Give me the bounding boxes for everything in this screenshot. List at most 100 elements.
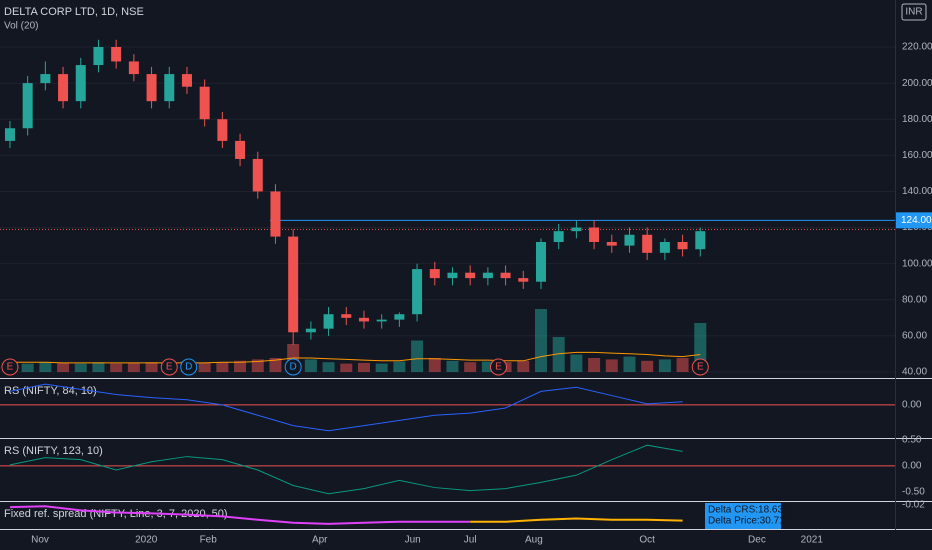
candle-body [535, 242, 546, 282]
volume-bar [676, 358, 689, 372]
x-tick-label: Feb [200, 535, 218, 546]
y-tick-label: 100.00 [902, 258, 932, 269]
y-tick-label: 0.00 [902, 461, 922, 472]
volume-bar [216, 362, 229, 372]
candle-body [659, 242, 670, 253]
event-marker [691, 358, 709, 376]
volume-bar [74, 363, 87, 372]
event-marker [1, 358, 19, 376]
pane-title: RS (NIFTY, 84, 10) [4, 385, 97, 397]
candle-body [341, 314, 352, 318]
y-tick-label: -0.02 [902, 500, 925, 511]
candle-body [589, 227, 600, 242]
notes-box [705, 503, 781, 529]
volume-bar [251, 359, 264, 372]
y-tick-label: -0.50 [902, 486, 925, 497]
level-box [896, 212, 932, 229]
volume-bar [57, 362, 70, 372]
volume-bar [357, 362, 370, 372]
y-tick-label: 80.00 [902, 294, 927, 305]
candle-body [93, 47, 104, 66]
volume-bar [428, 358, 441, 372]
event-marker [160, 358, 178, 376]
volume-bar [393, 361, 406, 372]
candle-body [4, 128, 15, 141]
candle-body [58, 74, 69, 102]
candle-body [40, 74, 51, 84]
y-tick-label: 0.00 [902, 400, 922, 411]
series-line [9, 505, 471, 525]
candle-body [181, 74, 192, 87]
event-label: E [7, 362, 14, 373]
volume-bar [92, 362, 105, 372]
candle-body [482, 272, 493, 279]
event-label: E [495, 362, 502, 373]
x-tick-label: Apr [312, 535, 328, 546]
volume-bar [446, 360, 459, 372]
candle-body [22, 83, 33, 129]
candle-body [571, 227, 582, 232]
x-tick-label: 2021 [801, 535, 824, 546]
series-line [470, 517, 683, 523]
candle-body [358, 317, 369, 322]
volume-bar [658, 359, 671, 372]
volume-bar [110, 363, 123, 372]
series-line [9, 444, 683, 495]
candle-body [146, 74, 157, 102]
currency-box [901, 3, 927, 21]
candle-body [305, 328, 316, 333]
candle-body [217, 119, 228, 141]
candle-body [394, 314, 405, 320]
volume-bar [517, 360, 530, 372]
event-label: E [166, 362, 173, 373]
volume-bar [127, 362, 140, 372]
candle-body [252, 158, 263, 192]
x-tick-label: Oct [639, 535, 655, 546]
x-tick-label: Jul [464, 535, 477, 546]
candle-body [553, 231, 564, 242]
x-tick-label: Dec [748, 535, 766, 546]
x-tick-label: Nov [31, 535, 49, 546]
candle-body [624, 234, 635, 246]
volume-bar [605, 359, 618, 372]
volume-bar [552, 337, 565, 372]
level-label: 124.00 [901, 215, 932, 226]
volume-bar [21, 363, 34, 372]
candle-body [642, 234, 653, 253]
volume-bar [304, 359, 317, 372]
volume-bar [375, 363, 388, 372]
volume-bar [570, 354, 583, 372]
candle-body [75, 65, 86, 102]
candle-body [412, 269, 423, 315]
candle-body [199, 86, 210, 120]
volume-ma [9, 351, 701, 364]
currency: INR [905, 7, 922, 18]
volume-bar [411, 340, 424, 372]
y-tick-label: 40.00 [902, 367, 927, 378]
candle-body [235, 140, 246, 159]
candle-body [677, 242, 688, 250]
candle-body [128, 61, 139, 75]
y-tick-label: 60.00 [902, 331, 927, 342]
candle-body [465, 272, 476, 279]
volume-bar [481, 361, 494, 372]
note: Delta CRS:18.63% [708, 505, 792, 516]
volume-bar [322, 362, 335, 372]
series-line [9, 383, 683, 432]
candle-body [500, 272, 511, 279]
y-tick-label: 140.00 [902, 186, 932, 197]
candle-body [429, 269, 440, 279]
y-tick-label: 200.00 [902, 78, 932, 89]
candle-body [695, 231, 706, 250]
x-tick-label: Jun [405, 535, 421, 546]
volume-bar [198, 362, 211, 372]
event-label: D [290, 362, 297, 373]
event-label: D [185, 362, 192, 373]
note: Delta Price:30.71% [708, 516, 794, 527]
candle-body [518, 278, 529, 282]
pane-title: DELTA CORP LTD, 1D, NSE [4, 6, 144, 18]
candle-body [164, 74, 175, 102]
volume-bar [464, 362, 477, 372]
event-marker [490, 358, 508, 376]
